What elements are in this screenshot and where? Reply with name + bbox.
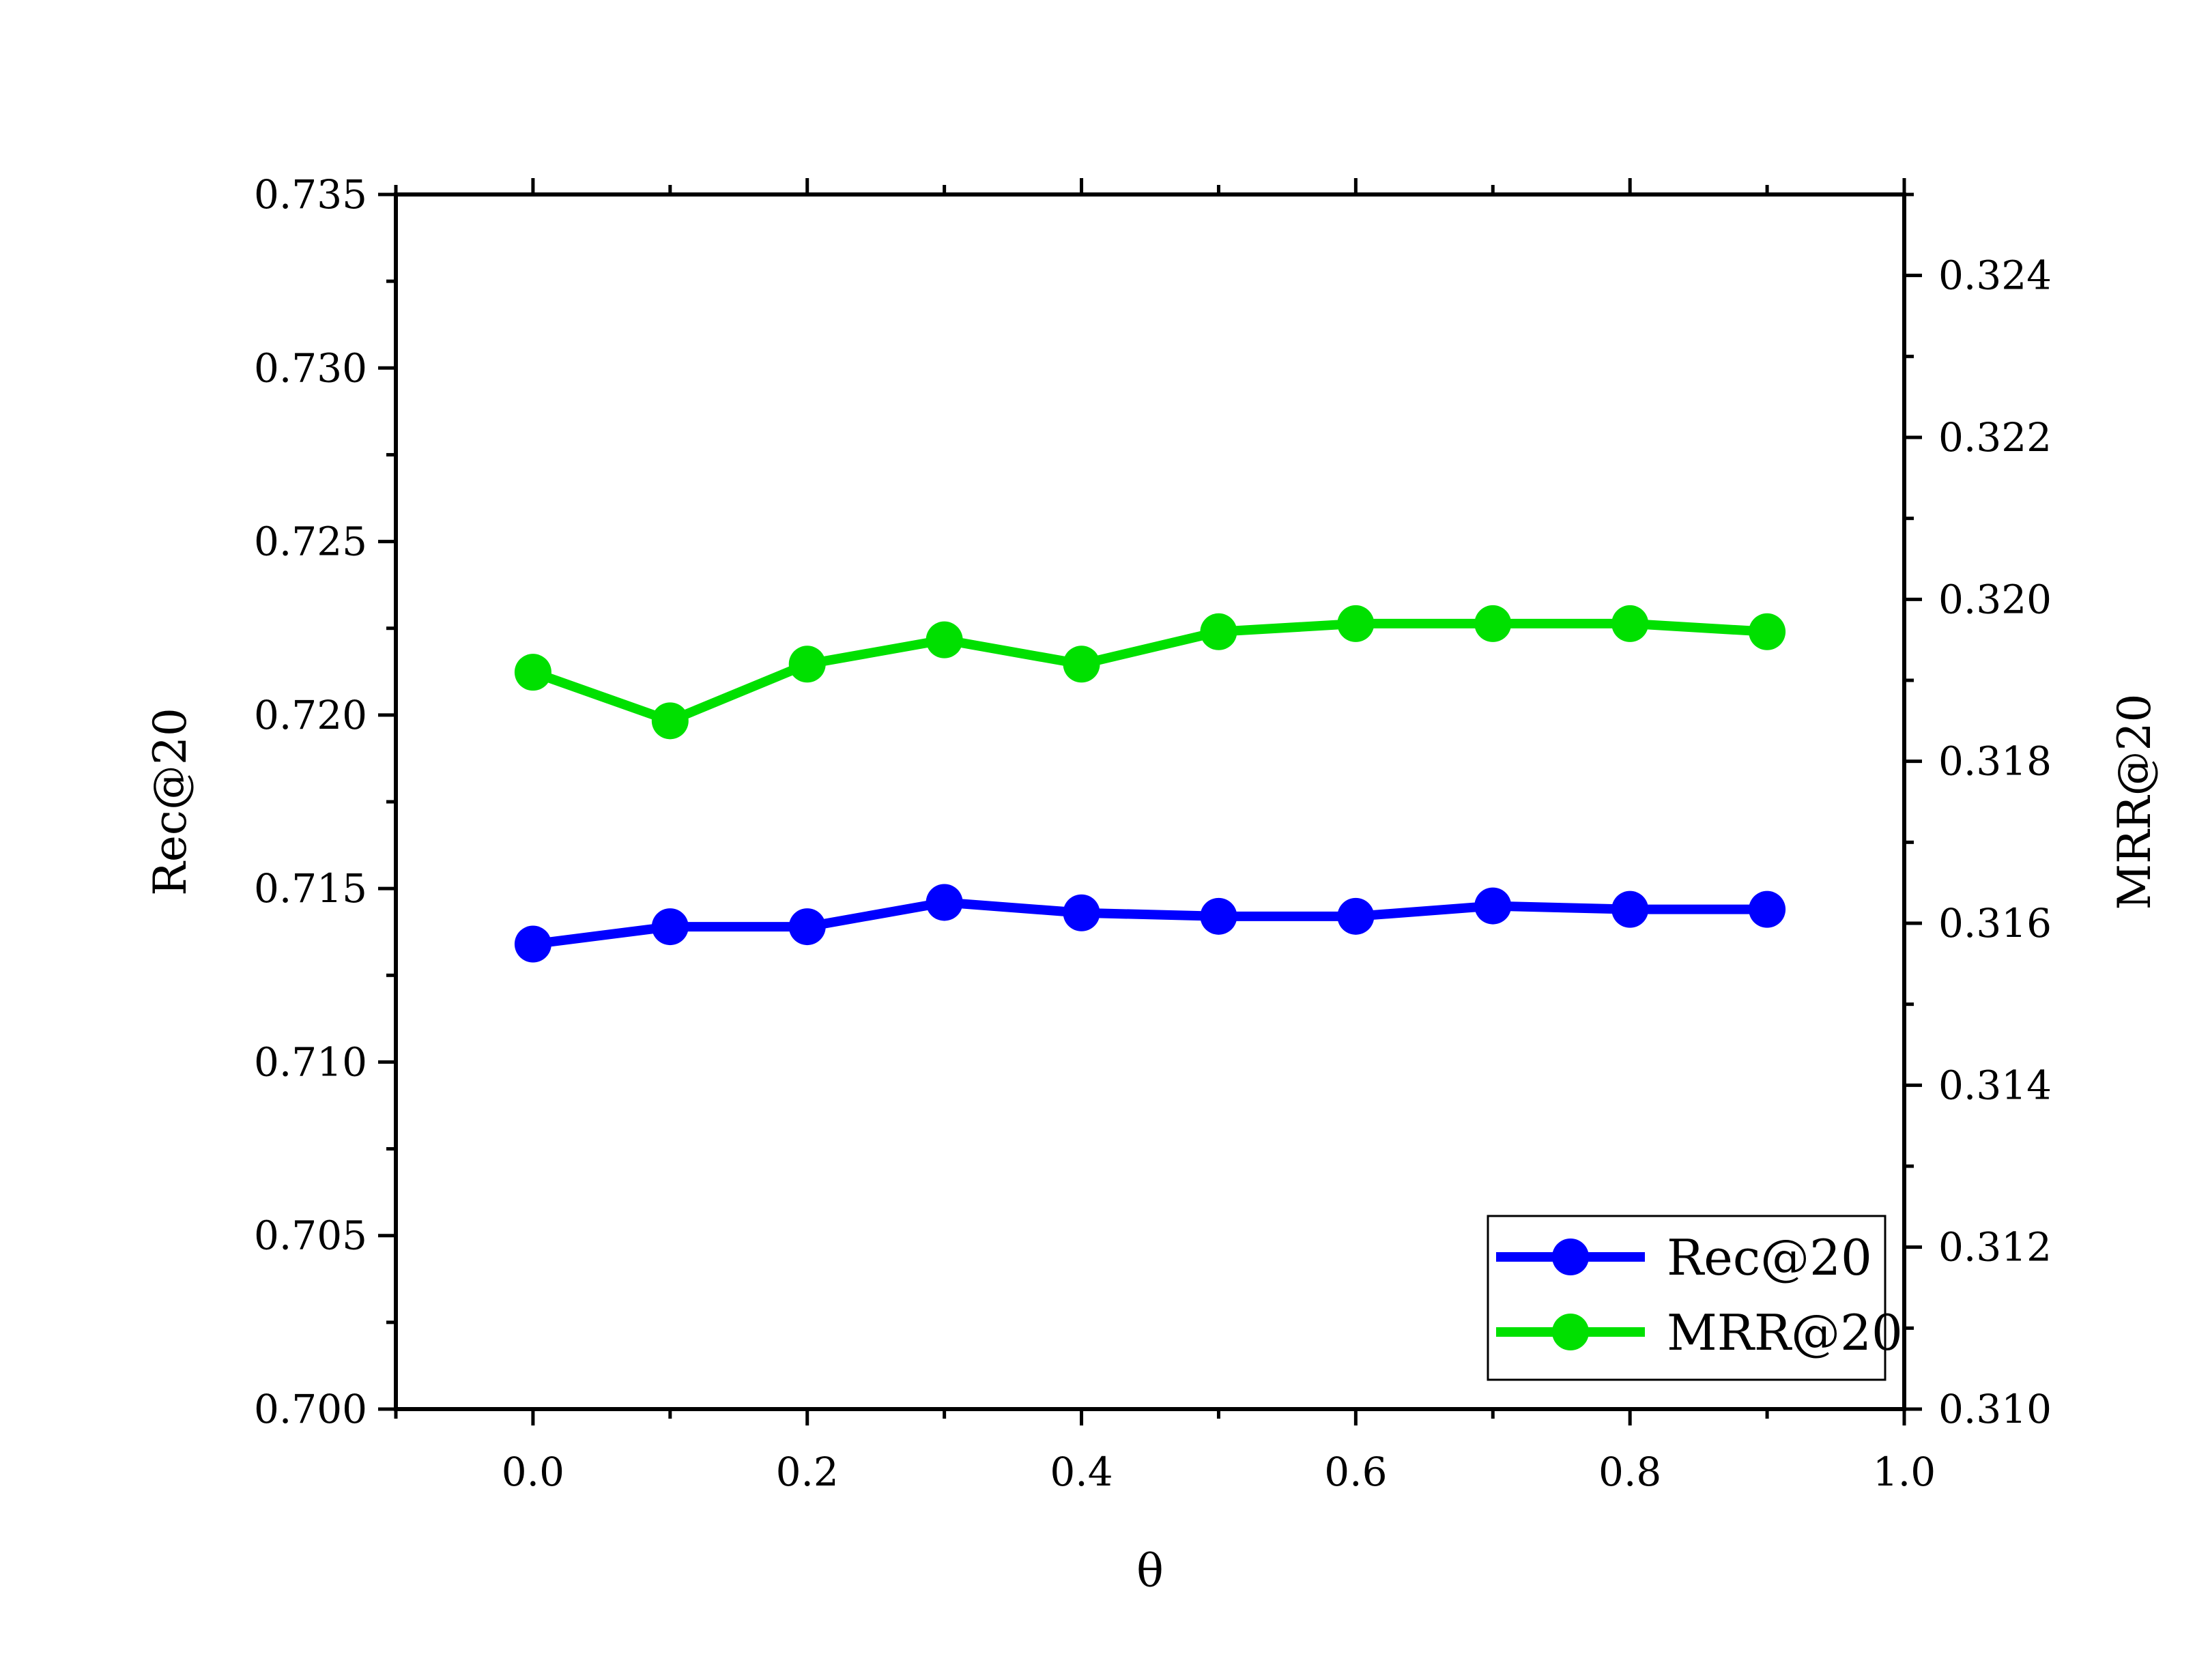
data-point xyxy=(788,908,826,946)
series-line xyxy=(532,897,1768,949)
legend-swatch-marker xyxy=(1552,1239,1589,1275)
x-tick-label: 0.2 xyxy=(776,1449,839,1495)
series-2 xyxy=(514,605,1786,740)
legend-swatch-marker xyxy=(1552,1314,1589,1350)
legend-box xyxy=(1487,1215,1886,1381)
series-layer xyxy=(514,605,1786,963)
data-point xyxy=(788,646,826,683)
data-point xyxy=(1200,897,1237,935)
y2-tick-label: 0.312 xyxy=(1938,1224,2052,1271)
x-tick-label: 1.0 xyxy=(1873,1449,1936,1495)
y-tick-label: 0.700 xyxy=(254,1386,367,1432)
legend: Rec@20 MRR@20 xyxy=(1487,1215,1903,1381)
data-point xyxy=(1337,605,1375,642)
y-tick-label: 0.730 xyxy=(254,345,367,391)
y-tick-label: 0.710 xyxy=(254,1039,367,1085)
data-point xyxy=(926,621,963,658)
y-tick-label: 0.720 xyxy=(254,692,367,738)
y2-tick-label: 0.324 xyxy=(1938,252,2052,299)
y-tick-label: 0.715 xyxy=(254,865,367,912)
legend-label: MRR@20 xyxy=(1667,1304,1903,1361)
y-tick-label: 0.735 xyxy=(254,171,367,218)
x-tick-label: 0.4 xyxy=(1050,1449,1113,1495)
y2-tick-label: 0.314 xyxy=(1938,1062,2052,1108)
y2-tick-label: 0.322 xyxy=(1938,414,2052,461)
data-point xyxy=(1611,890,1649,928)
data-point xyxy=(1200,613,1237,650)
data-point xyxy=(651,908,689,946)
x-tick-label: 0.6 xyxy=(1324,1449,1387,1495)
data-point xyxy=(1063,894,1100,931)
data-point xyxy=(1749,890,1786,928)
data-point xyxy=(514,925,551,963)
axes: 0.0 0.2 0.4 0.6 0.8 1.0 0.700 0.705 0.710 0.715 0.… xyxy=(254,171,2052,1495)
series-1 xyxy=(514,884,1786,963)
data-point xyxy=(1063,646,1100,683)
data-point xyxy=(651,702,689,740)
data-point xyxy=(926,884,963,921)
legend-label: Rec@20 xyxy=(1667,1229,1872,1286)
data-point xyxy=(1337,897,1375,935)
y2-tick-label: 0.310 xyxy=(1938,1386,2052,1432)
x-tick-label: 0.0 xyxy=(502,1449,564,1495)
series-line xyxy=(531,618,1768,726)
y-axis-title: Rec@20 xyxy=(144,708,197,896)
x-axis-title: θ xyxy=(1136,1545,1164,1597)
data-point xyxy=(1474,887,1512,925)
y2-axis-title: MRR@20 xyxy=(2108,694,2161,910)
data-point xyxy=(514,654,551,691)
x-tick-label: 0.8 xyxy=(1598,1449,1661,1495)
y2-tick-label: 0.316 xyxy=(1938,900,2052,946)
data-point xyxy=(1474,605,1512,642)
y-tick-label: 0.705 xyxy=(254,1213,367,1259)
data-point xyxy=(1611,605,1649,642)
y-tick-label: 0.725 xyxy=(254,519,367,565)
y2-tick-label: 0.318 xyxy=(1938,738,2052,785)
data-point xyxy=(1749,613,1786,650)
y2-tick-label: 0.320 xyxy=(1938,576,2052,622)
